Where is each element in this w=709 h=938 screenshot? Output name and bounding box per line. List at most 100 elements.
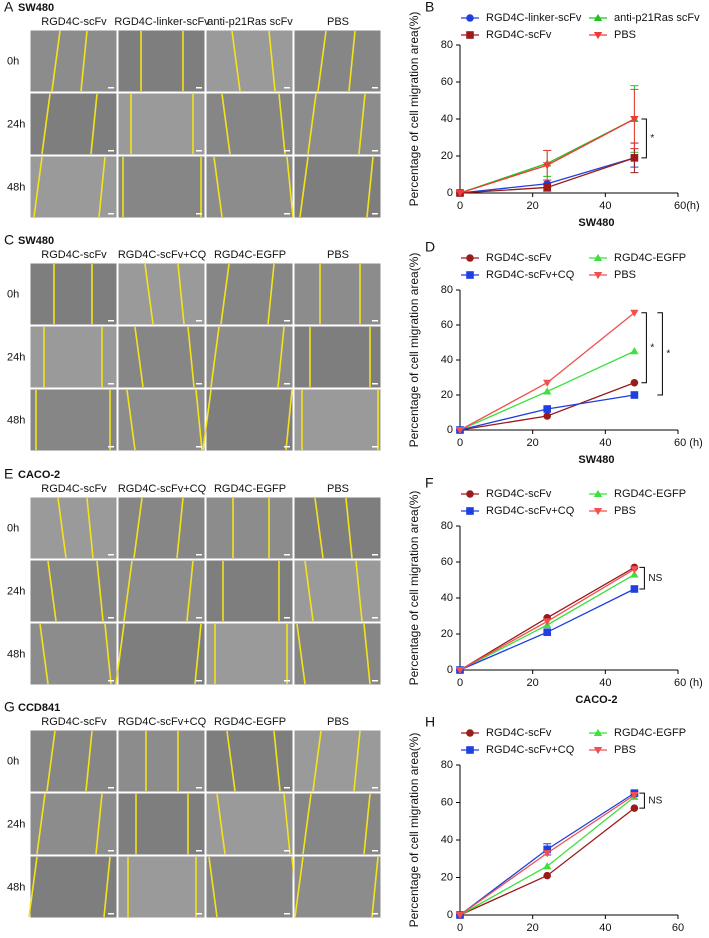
scale-bar bbox=[108, 787, 114, 789]
scale-bar bbox=[196, 213, 202, 215]
legend-label: RGD4C-scFv bbox=[486, 488, 552, 500]
wound-edge bbox=[195, 389, 203, 451]
cell-line: SW480 bbox=[18, 235, 54, 247]
data-point bbox=[543, 845, 551, 854]
scale-bar bbox=[196, 787, 202, 789]
micrograph bbox=[293, 622, 382, 686]
data-point bbox=[455, 666, 465, 675]
wound-edge bbox=[286, 156, 294, 218]
y-tick-label: 60 bbox=[441, 76, 453, 88]
panel-letter: B bbox=[425, 0, 434, 15]
significance-label: NS bbox=[648, 795, 662, 806]
row-label: 48h bbox=[7, 881, 25, 893]
data-point bbox=[543, 405, 551, 413]
micrograph bbox=[29, 29, 118, 93]
scale-bar bbox=[196, 446, 202, 448]
wound-edge bbox=[283, 793, 291, 855]
row-label: 24h bbox=[7, 818, 25, 830]
micrograph bbox=[29, 622, 118, 686]
data-point bbox=[543, 618, 552, 626]
micrograph bbox=[293, 496, 382, 560]
scale-bar bbox=[108, 87, 114, 89]
row-label: 48h bbox=[7, 181, 25, 193]
wound-edge bbox=[296, 623, 306, 685]
wound-edge bbox=[86, 497, 94, 559]
legend-label: RGD4C-scFv bbox=[486, 252, 552, 264]
wound-edge bbox=[294, 856, 304, 918]
wound-edge bbox=[304, 560, 314, 622]
data-point bbox=[543, 850, 552, 858]
micrograph bbox=[205, 325, 294, 389]
x-tick-label: 40 bbox=[599, 677, 611, 689]
x-tick-label: 0 bbox=[457, 200, 463, 212]
legend-marker bbox=[593, 507, 603, 516]
scale-bar bbox=[284, 150, 290, 152]
data-point bbox=[630, 566, 639, 574]
scale-bar bbox=[372, 213, 378, 215]
panel-letter: F bbox=[425, 475, 434, 491]
wound-edge bbox=[307, 93, 317, 155]
micrograph bbox=[293, 325, 382, 389]
micrograph bbox=[205, 262, 294, 326]
wound-edge bbox=[36, 793, 46, 855]
wound-edge bbox=[363, 623, 371, 685]
column-header: RGD4C-scFv+CQ bbox=[118, 483, 207, 495]
scale-bar bbox=[284, 446, 290, 448]
wound-edge bbox=[39, 623, 49, 685]
data-point bbox=[630, 391, 639, 399]
x-tick-label: 60 (h) bbox=[674, 437, 703, 449]
micrograph bbox=[117, 155, 206, 219]
legend-label: RGD4C-linker-scFv bbox=[486, 12, 582, 24]
y-tick-label: 60 bbox=[441, 796, 453, 808]
data-point bbox=[630, 570, 639, 578]
data-point bbox=[543, 862, 552, 870]
legend-marker bbox=[593, 271, 603, 280]
micrograph bbox=[117, 29, 206, 93]
wound-edge bbox=[123, 560, 133, 622]
wound-edge bbox=[299, 156, 309, 218]
wound-edge bbox=[216, 793, 226, 855]
micrograph bbox=[293, 559, 382, 623]
data-point bbox=[455, 189, 465, 198]
column-header: PBS bbox=[327, 483, 349, 495]
micrograph bbox=[117, 92, 206, 156]
x-tick-label: 20 bbox=[527, 437, 539, 449]
column-header: RGD4C-linker-scFv bbox=[114, 16, 210, 28]
series-line bbox=[459, 807, 635, 916]
scale-bar bbox=[196, 383, 202, 385]
y-tick-label: 0 bbox=[447, 664, 453, 676]
wound-edge bbox=[186, 560, 194, 622]
x-tick-label: 20 bbox=[527, 200, 539, 212]
scale-bar bbox=[284, 680, 290, 682]
legend-label: PBS bbox=[614, 744, 636, 756]
y-tick-label: 80 bbox=[441, 759, 453, 771]
y-tick-label: 20 bbox=[441, 628, 453, 640]
micrograph bbox=[293, 729, 382, 793]
legend-marker bbox=[466, 271, 474, 279]
micrograph bbox=[29, 729, 118, 793]
micrograph bbox=[293, 388, 382, 452]
legend-label: PBS bbox=[614, 269, 636, 281]
wound-edge bbox=[47, 560, 57, 622]
scale-bar bbox=[108, 680, 114, 682]
scale-bar bbox=[108, 913, 114, 915]
legend-marker bbox=[593, 253, 603, 262]
data-point bbox=[630, 378, 639, 387]
wound-edge bbox=[104, 623, 112, 685]
cell-line: SW480 bbox=[18, 2, 54, 14]
micrograph bbox=[205, 622, 294, 686]
legend-marker bbox=[593, 13, 603, 22]
x-tick-label: 40 bbox=[599, 437, 611, 449]
micrograph bbox=[117, 792, 206, 856]
data-point bbox=[630, 791, 639, 800]
scale-bar bbox=[372, 554, 378, 556]
wound-edge bbox=[285, 389, 293, 451]
wound-edge bbox=[277, 326, 285, 388]
legend-label: RGD4C-scFv bbox=[486, 727, 552, 739]
row-label: 0h bbox=[7, 522, 19, 534]
wound-edge bbox=[46, 730, 56, 792]
legend-marker bbox=[466, 729, 474, 737]
panel-letter: E bbox=[4, 466, 13, 482]
